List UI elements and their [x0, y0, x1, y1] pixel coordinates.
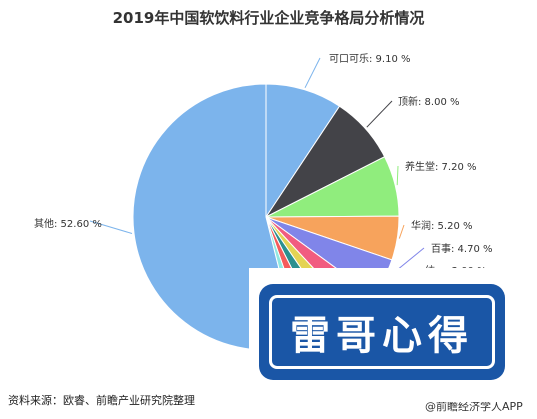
- data-label-2: 顶新: 8.00 %: [398, 95, 460, 108]
- data-label-5: 百事: 4.70 %: [431, 242, 493, 255]
- leader-line-1: [304, 57, 321, 89]
- leader-line-4: [398, 224, 405, 239]
- leader-line-2: [366, 100, 393, 128]
- data-label-11: 其他: 52.60 %: [34, 217, 102, 230]
- chart-title: 2019年中国软饮料行业企业竞争格局分析情况: [112, 9, 425, 27]
- leader-line-3: [396, 165, 399, 186]
- stamp-text: 雷哥心得: [290, 313, 474, 359]
- pie-slice-1: [265, 83, 341, 219]
- brand-watermark: @前瞻经济学人APP: [425, 400, 523, 413]
- data-label-3: 养生堂: 7.20 %: [405, 160, 477, 173]
- data-label-4: 华润: 5.20 %: [411, 219, 473, 232]
- data-label-1: 可口可乐: 9.10 %: [329, 53, 411, 65]
- stamp-border: 雷哥心得: [269, 295, 495, 369]
- source-note: 资料来源：欧睿、前瞻产业研究院整理: [8, 394, 195, 407]
- stamp-badge: 雷哥心得: [259, 284, 505, 380]
- leader-line-11: [89, 220, 133, 234]
